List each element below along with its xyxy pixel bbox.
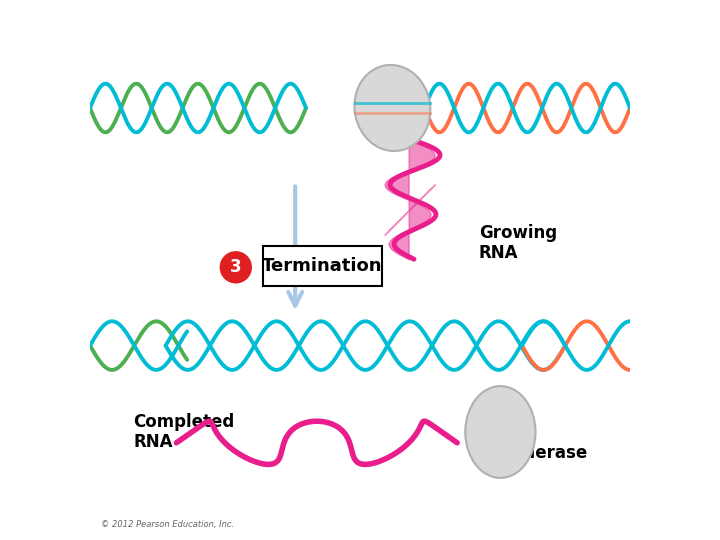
Text: 3: 3	[230, 258, 242, 276]
Text: Growing
RNA: Growing RNA	[479, 224, 557, 262]
Text: Completed
RNA: Completed RNA	[133, 413, 235, 451]
Ellipse shape	[465, 386, 536, 478]
Circle shape	[220, 251, 252, 284]
Text: RNA
polymerase: RNA polymerase	[479, 423, 588, 462]
Ellipse shape	[354, 65, 431, 151]
FancyBboxPatch shape	[263, 246, 382, 286]
Text: © 2012 Pearson Education, Inc.: © 2012 Pearson Education, Inc.	[101, 520, 234, 529]
Text: Termination: Termination	[262, 257, 382, 275]
